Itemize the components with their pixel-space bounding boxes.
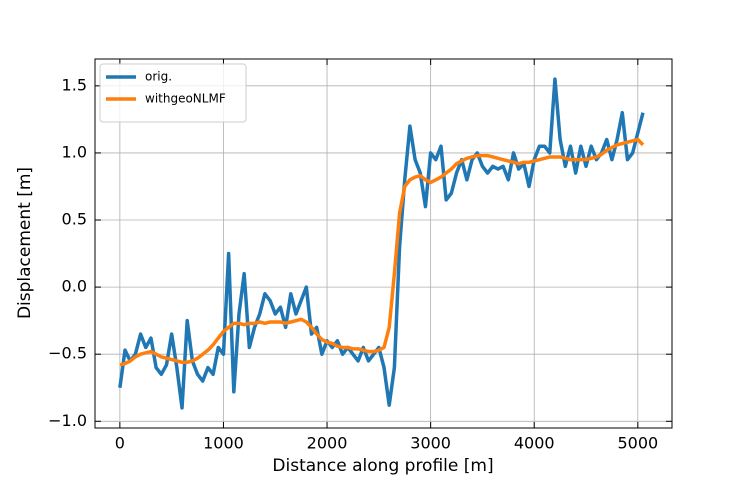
- y-axis-label: Displacement [m]: [15, 167, 35, 319]
- x-tick-label: 3000: [410, 434, 451, 453]
- x-tick-label: 0: [115, 434, 125, 453]
- x-tick-label: 5000: [617, 434, 658, 453]
- x-tick-label: 4000: [514, 434, 555, 453]
- data-line: [119, 137, 645, 367]
- y-tick-label: 1.0: [62, 142, 87, 161]
- x-tick-label: 1000: [203, 434, 244, 453]
- x-axis-label: Distance along profile [m]: [272, 456, 493, 476]
- y-tick-label: −0.5: [48, 344, 87, 363]
- y-tick-label: 0.0: [62, 277, 87, 296]
- data-line: [118, 77, 645, 410]
- legend-label: orig.: [145, 70, 172, 84]
- y-tick-label: 0.5: [62, 210, 87, 229]
- plot-frame: [94, 58, 673, 429]
- y-tick-label: 1.5: [62, 75, 87, 94]
- x-tick-label: 2000: [307, 434, 348, 453]
- legend-box: [99, 63, 247, 123]
- y-tick-label: −1.0: [48, 411, 87, 430]
- legend-label: withgeoNLMF: [145, 92, 226, 106]
